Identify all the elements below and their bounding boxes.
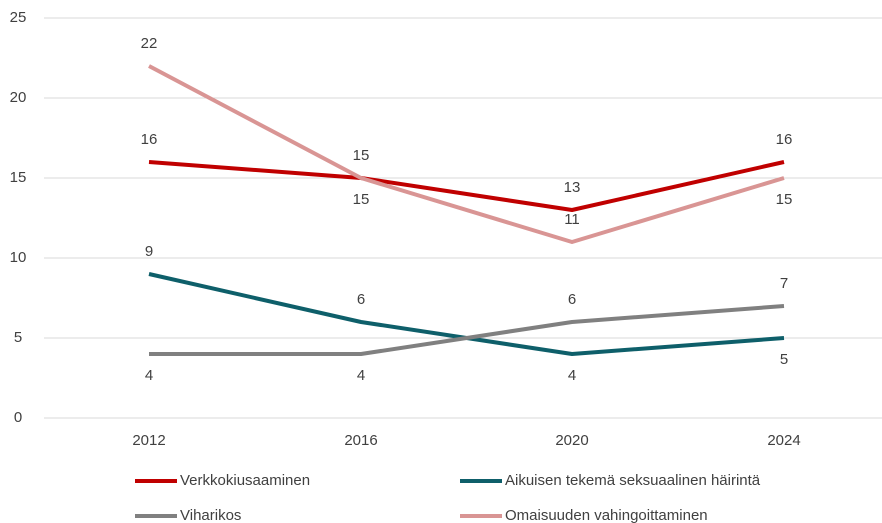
series-line: [149, 304, 785, 356]
series-line: [148, 160, 785, 212]
y-tick-label: 5: [14, 329, 22, 346]
x-tick-label: 2024: [767, 432, 800, 449]
data-label: 15: [353, 191, 370, 208]
data-label: 6: [357, 291, 365, 308]
data-label: 13: [564, 179, 581, 196]
data-label: 4: [357, 367, 365, 384]
y-tick-label: 25: [10, 9, 27, 26]
data-label: 15: [776, 191, 793, 208]
data-label: 6: [568, 291, 576, 308]
legend-label: Verkkokiusaaminen: [180, 472, 310, 489]
x-tick-label: 2020: [555, 432, 588, 449]
data-label: 16: [776, 131, 793, 148]
x-tick-label: 2016: [344, 432, 377, 449]
legend-label: Omaisuuden vahingoittaminen: [505, 507, 708, 523]
data-label: 7: [780, 275, 788, 292]
data-label: 15: [353, 147, 370, 164]
y-tick-label: 15: [10, 169, 27, 186]
y-tick-label: 10: [10, 249, 27, 266]
legend-label: Viharikos: [180, 507, 241, 523]
data-label: 5: [780, 351, 788, 368]
x-tick-label: 2012: [132, 432, 165, 449]
y-tick-label: 20: [10, 89, 27, 106]
data-label: 4: [145, 367, 153, 384]
y-tick-label: 0: [14, 409, 22, 426]
data-label: 4: [568, 367, 576, 384]
legend-label: Aikuisen tekemä seksuaalinen häirintä: [505, 472, 761, 489]
data-label: 22: [141, 35, 158, 52]
data-label: 9: [145, 243, 153, 260]
data-label: 11: [564, 211, 580, 228]
series-line: [148, 64, 785, 244]
data-label: 16: [141, 131, 158, 148]
